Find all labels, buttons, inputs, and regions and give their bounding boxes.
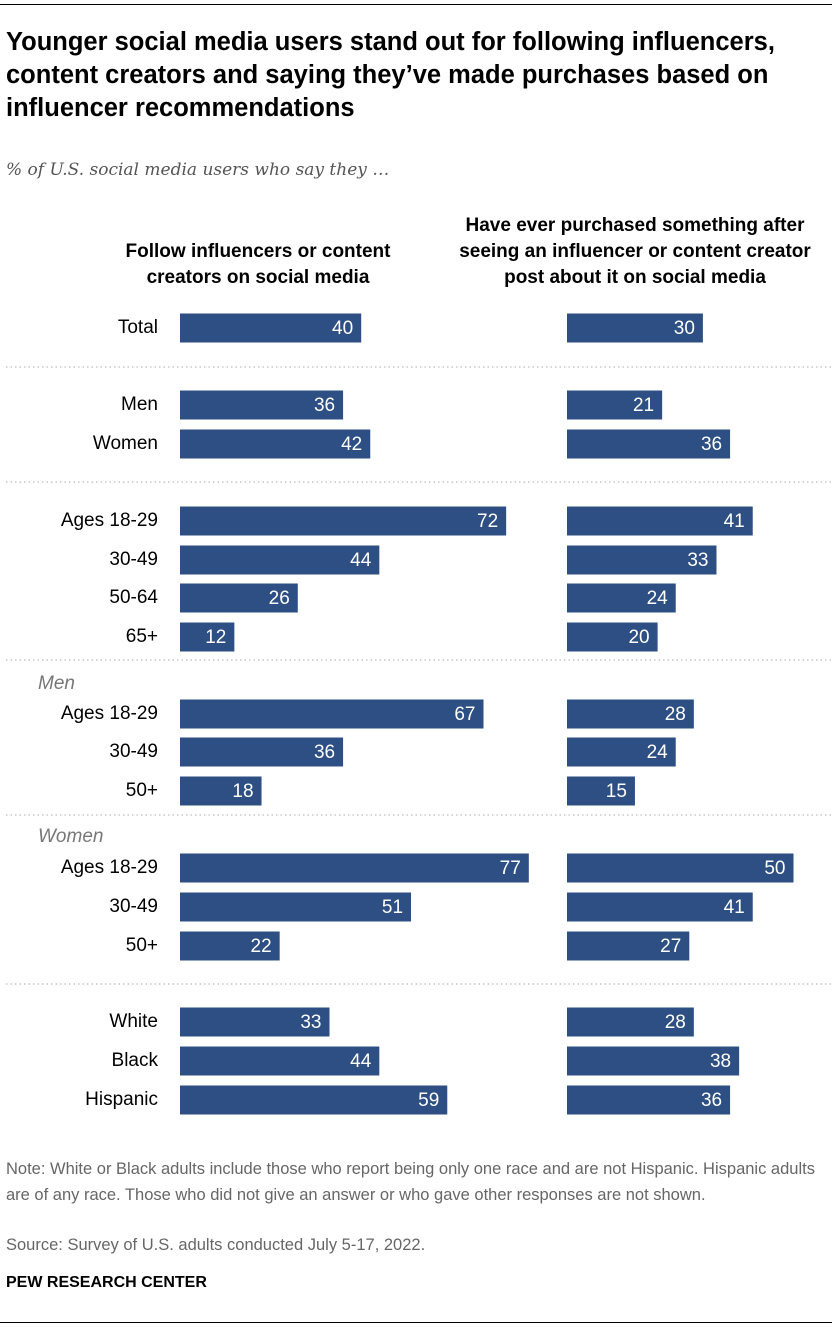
value-label: 50 (764, 858, 785, 879)
category-label: Black (112, 1050, 159, 1071)
category-label: 30-49 (109, 549, 158, 570)
value-label: 28 (665, 704, 686, 725)
value-label: 36 (314, 395, 335, 416)
bar (180, 390, 344, 420)
note: Note: White or Black adults include thos… (6, 1160, 815, 1204)
bar (180, 429, 371, 459)
bar (180, 699, 484, 729)
category-label: Ages 18-29 (61, 703, 158, 724)
value-label: 77 (500, 858, 521, 879)
bar (567, 1046, 740, 1076)
bar (567, 737, 676, 767)
value-label: 28 (665, 1012, 686, 1033)
bar (180, 931, 280, 961)
value-label: 72 (477, 511, 498, 532)
bar (567, 892, 753, 922)
bar (567, 853, 794, 883)
bar (567, 545, 717, 575)
bar (180, 1007, 330, 1037)
category-label: 50+ (126, 780, 158, 801)
value-label: 24 (647, 742, 669, 763)
category-label: Ages 18-29 (61, 510, 158, 531)
value-label: 33 (300, 1012, 321, 1033)
value-label: 38 (710, 1051, 731, 1072)
subtitle: % of U.S. social media users who say the… (6, 160, 390, 180)
title: Younger social media users stand out for… (6, 28, 775, 122)
panel-header: Have ever purchased something after seein… (459, 215, 811, 288)
value-label: 41 (724, 511, 745, 532)
category-label: Women (93, 433, 158, 454)
bar (180, 853, 529, 883)
value-label: 12 (205, 627, 226, 648)
value-label: 51 (382, 897, 403, 918)
bottom-rule (0, 1322, 832, 1323)
value-label: 18 (232, 781, 253, 802)
category-label: 50+ (126, 935, 158, 956)
bar (567, 429, 731, 459)
bar (567, 1085, 731, 1115)
category-label: 65+ (126, 626, 158, 647)
value-label: 30 (674, 318, 695, 339)
bar (180, 583, 298, 613)
category-label: 50-64 (109, 587, 158, 608)
value-label: 27 (660, 936, 681, 957)
value-label: 33 (687, 550, 708, 571)
value-label: 36 (314, 742, 335, 763)
value-label: 59 (418, 1090, 439, 1111)
bar (180, 776, 262, 806)
bar (567, 583, 676, 613)
credit: PEW RESEARCH CENTER (6, 1274, 207, 1291)
source: Source: Survey of U.S. adults conducted … (6, 1236, 426, 1254)
top-rule (0, 4, 832, 5)
value-label: 26 (269, 588, 290, 609)
category-label: Men (121, 394, 158, 415)
group-label: Women (38, 826, 103, 847)
value-label: 36 (701, 1090, 722, 1111)
value-label: 44 (350, 1051, 372, 1072)
bar (567, 931, 690, 961)
bar (567, 390, 663, 420)
category-label: Total (118, 317, 158, 338)
bar (180, 545, 380, 575)
bar (180, 737, 344, 767)
category-label: Hispanic (85, 1089, 158, 1110)
value-label: 22 (251, 936, 272, 957)
category-label: 30-49 (109, 741, 158, 762)
bar (180, 313, 362, 343)
bar (180, 506, 507, 536)
bar (567, 699, 694, 729)
value-label: 41 (724, 897, 745, 918)
category-label: Ages 18-29 (61, 857, 158, 878)
bar (567, 1007, 694, 1037)
bar (567, 622, 658, 652)
value-label: 44 (350, 550, 372, 571)
value-label: 36 (701, 434, 722, 455)
value-label: 15 (606, 781, 627, 802)
bar (180, 622, 235, 652)
group-label: Men (38, 673, 75, 694)
value-label: 20 (628, 627, 649, 648)
value-label: 40 (332, 318, 353, 339)
value-label: 67 (454, 704, 475, 725)
bar (567, 313, 703, 343)
value-label: 24 (647, 588, 669, 609)
bar (180, 1046, 380, 1076)
bar (180, 892, 412, 922)
bar (567, 506, 753, 536)
panel-header: Follow influencers or content creators on… (126, 241, 392, 288)
bar (180, 1085, 448, 1115)
value-label: 42 (341, 434, 362, 455)
bar (567, 776, 635, 806)
value-label: 21 (633, 395, 654, 416)
category-label: 30-49 (109, 896, 158, 917)
category-label: White (109, 1011, 158, 1032)
chart: Follow influencers or content creators on… (6, 215, 832, 1115)
